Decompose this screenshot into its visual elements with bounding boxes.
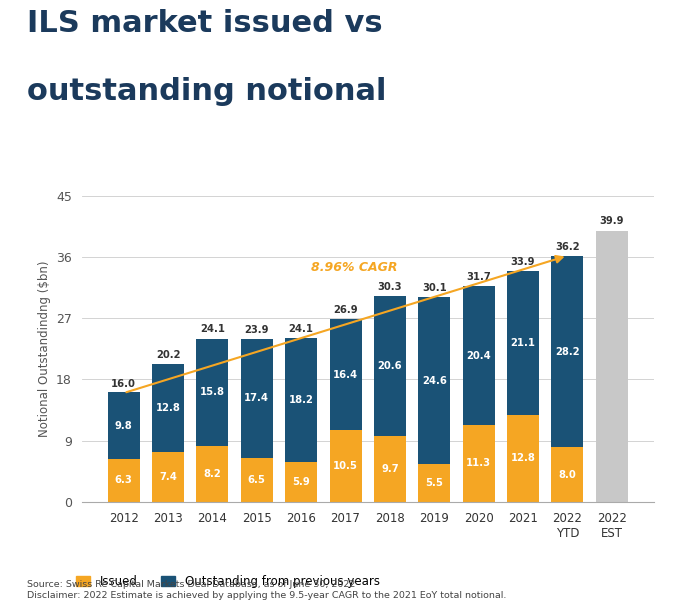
Bar — [418, 297, 450, 465]
Bar — [241, 339, 273, 458]
Bar — [552, 256, 584, 447]
Text: 36.2: 36.2 — [555, 242, 580, 252]
Text: 30.3: 30.3 — [378, 282, 402, 292]
Text: outstanding notional: outstanding notional — [27, 76, 387, 105]
Bar — [108, 392, 140, 459]
Text: 16.4: 16.4 — [333, 370, 358, 379]
Bar — [507, 271, 539, 415]
Text: 31.7: 31.7 — [466, 272, 491, 282]
Bar — [418, 465, 450, 502]
Text: 20.2: 20.2 — [156, 351, 180, 360]
Text: 18.2: 18.2 — [289, 395, 314, 405]
Text: 24.1: 24.1 — [289, 324, 314, 334]
Text: 8.0: 8.0 — [558, 469, 576, 480]
Text: 17.4: 17.4 — [244, 394, 269, 403]
Text: 5.9: 5.9 — [292, 477, 310, 487]
Text: 6.3: 6.3 — [115, 476, 133, 485]
Text: 21.1: 21.1 — [511, 338, 535, 348]
Legend: Issued, Outstanding from previous years: Issued, Outstanding from previous years — [76, 575, 380, 588]
Text: 9.8: 9.8 — [115, 420, 133, 431]
Bar — [552, 447, 584, 502]
Bar — [108, 459, 140, 502]
Text: 30.1: 30.1 — [422, 283, 447, 293]
Text: 39.9: 39.9 — [599, 217, 624, 226]
Bar — [196, 446, 228, 502]
Bar — [241, 458, 273, 502]
Text: 24.6: 24.6 — [422, 376, 447, 386]
Text: 16.0: 16.0 — [111, 379, 136, 389]
Bar — [152, 365, 184, 452]
Bar — [330, 430, 362, 502]
Text: ILS market issued vs: ILS market issued vs — [27, 9, 383, 38]
Bar — [462, 286, 494, 425]
Text: 8.96% CAGR: 8.96% CAGR — [311, 261, 398, 274]
Bar — [462, 425, 494, 502]
Text: 11.3: 11.3 — [466, 458, 491, 468]
Text: Source: Swiss Re Capital Markets Deal Database, as of June 30, 2022
Disclaimer: : Source: Swiss Re Capital Markets Deal Da… — [27, 580, 507, 600]
Bar — [374, 296, 406, 436]
Bar — [374, 436, 406, 502]
Y-axis label: Notional Outstandindng ($bn): Notional Outstandindng ($bn) — [37, 261, 50, 437]
Text: 7.4: 7.4 — [159, 472, 177, 482]
Text: 8.2: 8.2 — [204, 469, 221, 479]
Text: 6.5: 6.5 — [248, 475, 266, 485]
Bar — [507, 415, 539, 502]
Text: 33.9: 33.9 — [511, 257, 535, 267]
Text: 28.2: 28.2 — [555, 346, 580, 357]
Bar — [596, 231, 628, 502]
Text: 23.9: 23.9 — [244, 325, 269, 335]
Bar — [196, 338, 228, 446]
Bar — [285, 338, 317, 461]
Text: 26.9: 26.9 — [333, 305, 358, 315]
Text: 9.7: 9.7 — [381, 464, 399, 474]
Bar — [285, 461, 317, 502]
Text: 24.1: 24.1 — [200, 324, 225, 334]
Text: 12.8: 12.8 — [156, 403, 180, 413]
Text: 5.5: 5.5 — [426, 478, 443, 488]
Text: 15.8: 15.8 — [200, 387, 225, 397]
Bar — [152, 452, 184, 502]
Text: 12.8: 12.8 — [511, 453, 535, 463]
Text: 20.6: 20.6 — [377, 361, 402, 371]
Text: 10.5: 10.5 — [333, 461, 358, 471]
Text: 20.4: 20.4 — [466, 351, 491, 360]
Bar — [330, 319, 362, 430]
